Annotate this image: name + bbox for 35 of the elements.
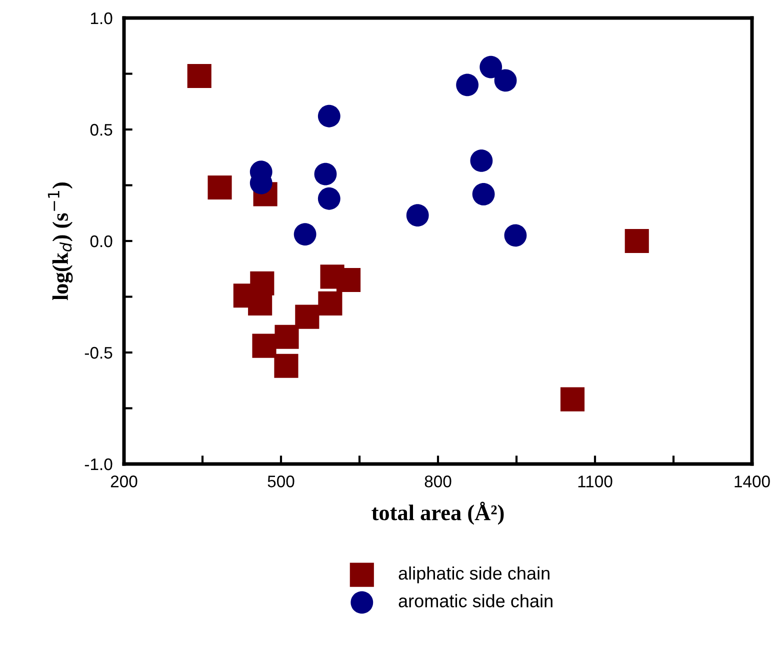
point (318, 104, 340, 128)
point (456, 74, 479, 96)
point (274, 324, 299, 349)
point (624, 228, 649, 254)
point (314, 162, 337, 186)
x-tick-label: 1100 (578, 476, 612, 488)
point (318, 291, 342, 316)
y-tick-label: -0.5 (84, 346, 112, 359)
point (472, 182, 495, 206)
legend-label: aromatic side chain (398, 594, 552, 608)
point (295, 304, 320, 329)
point (504, 224, 527, 247)
x-tick-label: 800 (424, 476, 452, 488)
y-tick-label: -1.0 (84, 458, 112, 470)
point (480, 56, 502, 78)
point (494, 69, 517, 92)
y-axis-title: log(k$_{d}$) (s$^{−1}$) (48, 182, 73, 300)
point (187, 64, 212, 88)
y-tick-label: 1.0 (90, 12, 112, 24)
point (336, 268, 361, 292)
y-tick-label: 0.5 (90, 124, 112, 136)
point (470, 150, 493, 172)
legend-label: aliphatic side chain (398, 566, 550, 584)
point (318, 187, 340, 210)
point (406, 204, 429, 227)
point (252, 334, 276, 358)
x-tick-label: 200 (110, 476, 138, 488)
x-axis-title: total area (Å²) (372, 502, 504, 525)
point (208, 175, 232, 200)
x-tick-label: 1400 (734, 476, 770, 488)
point (560, 387, 585, 412)
point (294, 223, 316, 246)
y-tick-label: 0.0 (90, 235, 112, 248)
point (274, 354, 298, 378)
x-tick-label: 500 (268, 476, 294, 488)
